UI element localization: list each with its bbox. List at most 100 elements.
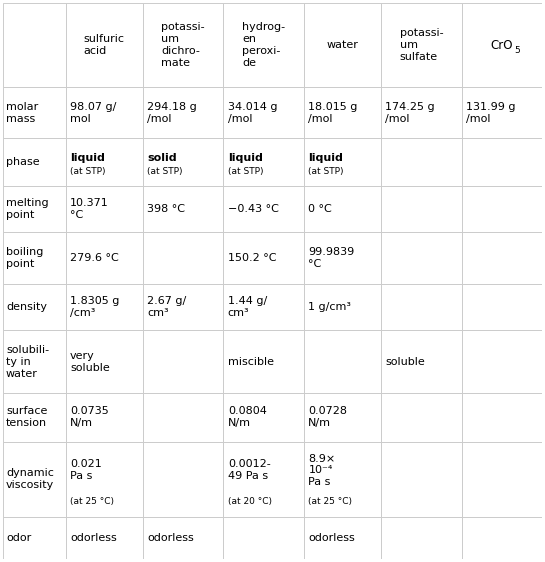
Bar xyxy=(3,3,66,87)
Text: density: density xyxy=(6,302,47,312)
Bar xyxy=(66,516,143,559)
Bar xyxy=(223,186,304,232)
Bar xyxy=(304,284,381,330)
Text: 18.015 g
/mol: 18.015 g /mol xyxy=(308,102,358,124)
Bar xyxy=(462,3,542,87)
Bar xyxy=(462,330,542,393)
Bar xyxy=(3,330,66,393)
Text: 1.44 g/
cm³: 1.44 g/ cm³ xyxy=(228,296,267,318)
Bar xyxy=(3,442,66,516)
Bar xyxy=(381,442,462,516)
Bar xyxy=(3,232,66,284)
Bar xyxy=(304,516,381,559)
Bar xyxy=(66,442,143,516)
Bar xyxy=(381,393,462,442)
Text: (at STP): (at STP) xyxy=(228,167,263,176)
Bar xyxy=(304,138,381,186)
Bar xyxy=(381,186,462,232)
Text: (at 25 °C): (at 25 °C) xyxy=(70,497,114,506)
Bar xyxy=(3,393,66,442)
Bar xyxy=(3,87,66,138)
Text: 150.2 °C: 150.2 °C xyxy=(228,253,276,263)
Text: potassi-
um
dichro-
mate: potassi- um dichro- mate xyxy=(161,22,205,68)
Bar xyxy=(66,138,143,186)
Text: 99.9839
°C: 99.9839 °C xyxy=(308,247,355,269)
Text: CrO: CrO xyxy=(490,39,513,52)
Bar xyxy=(143,442,223,516)
Bar xyxy=(143,138,223,186)
Bar xyxy=(304,393,381,442)
Text: solubili-
ty in
water: solubili- ty in water xyxy=(6,345,49,379)
Text: 0.021
Pa s: 0.021 Pa s xyxy=(70,459,102,481)
Text: very
soluble: very soluble xyxy=(70,351,110,373)
Text: 10.371
°C: 10.371 °C xyxy=(70,198,109,220)
Bar xyxy=(304,330,381,393)
Bar xyxy=(223,138,304,186)
Bar xyxy=(66,232,143,284)
Text: 34.014 g
/mol: 34.014 g /mol xyxy=(228,102,277,124)
Bar xyxy=(66,393,143,442)
Bar xyxy=(304,186,381,232)
Bar xyxy=(381,516,462,559)
Text: odorless: odorless xyxy=(70,533,117,543)
Bar xyxy=(143,330,223,393)
Bar xyxy=(3,186,66,232)
Text: phase: phase xyxy=(6,157,40,167)
Text: (at 25 °C): (at 25 °C) xyxy=(308,497,353,506)
Text: −0.43 °C: −0.43 °C xyxy=(228,204,278,214)
Bar xyxy=(143,3,223,87)
Bar xyxy=(462,442,542,516)
Text: molar
mass: molar mass xyxy=(6,102,38,124)
Text: soluble: soluble xyxy=(385,357,425,366)
Bar xyxy=(223,442,304,516)
Text: liquid: liquid xyxy=(70,153,105,164)
Bar xyxy=(143,232,223,284)
Text: 0 °C: 0 °C xyxy=(308,204,332,214)
Text: 98.07 g/
mol: 98.07 g/ mol xyxy=(70,102,117,124)
Bar xyxy=(3,516,66,559)
Text: (at 20 °C): (at 20 °C) xyxy=(228,497,272,506)
Text: 131.99 g
/mol: 131.99 g /mol xyxy=(466,102,516,124)
Text: odorless: odorless xyxy=(147,533,194,543)
Bar xyxy=(66,284,143,330)
Bar xyxy=(462,138,542,186)
Text: hydrog-
en
peroxi-
de: hydrog- en peroxi- de xyxy=(242,22,285,68)
Bar xyxy=(462,186,542,232)
Text: 0.0735
N/m: 0.0735 N/m xyxy=(70,406,109,428)
Text: dynamic
viscosity: dynamic viscosity xyxy=(6,468,54,490)
Bar xyxy=(66,87,143,138)
Bar xyxy=(66,330,143,393)
Bar xyxy=(304,87,381,138)
Bar xyxy=(66,186,143,232)
Text: water: water xyxy=(326,40,359,50)
Bar xyxy=(381,3,462,87)
Bar xyxy=(223,232,304,284)
Text: 1.8305 g
/cm³: 1.8305 g /cm³ xyxy=(70,296,119,318)
Bar xyxy=(381,87,462,138)
Bar xyxy=(143,393,223,442)
Text: 2.67 g/
cm³: 2.67 g/ cm³ xyxy=(147,296,186,318)
Text: 0.0012-
49 Pa s: 0.0012- 49 Pa s xyxy=(228,459,270,481)
Text: melting
point: melting point xyxy=(6,198,49,220)
Bar xyxy=(223,393,304,442)
Text: liquid: liquid xyxy=(228,153,263,164)
Text: 279.6 °C: 279.6 °C xyxy=(70,253,119,263)
Text: (at STP): (at STP) xyxy=(147,167,183,176)
Bar xyxy=(304,442,381,516)
Bar xyxy=(462,516,542,559)
Text: 0.0804
N/m: 0.0804 N/m xyxy=(228,406,267,428)
Text: 8.9×
10⁻⁴
Pa s: 8.9× 10⁻⁴ Pa s xyxy=(308,454,336,487)
Bar xyxy=(381,330,462,393)
Bar xyxy=(223,87,304,138)
Bar xyxy=(381,284,462,330)
Text: (at STP): (at STP) xyxy=(308,167,344,176)
Bar xyxy=(462,284,542,330)
Text: boiling
point: boiling point xyxy=(6,247,44,269)
Bar xyxy=(3,284,66,330)
Bar xyxy=(143,516,223,559)
Bar xyxy=(462,393,542,442)
Bar xyxy=(3,138,66,186)
Text: liquid: liquid xyxy=(308,153,343,164)
Bar xyxy=(381,232,462,284)
Text: (at STP): (at STP) xyxy=(70,167,106,176)
